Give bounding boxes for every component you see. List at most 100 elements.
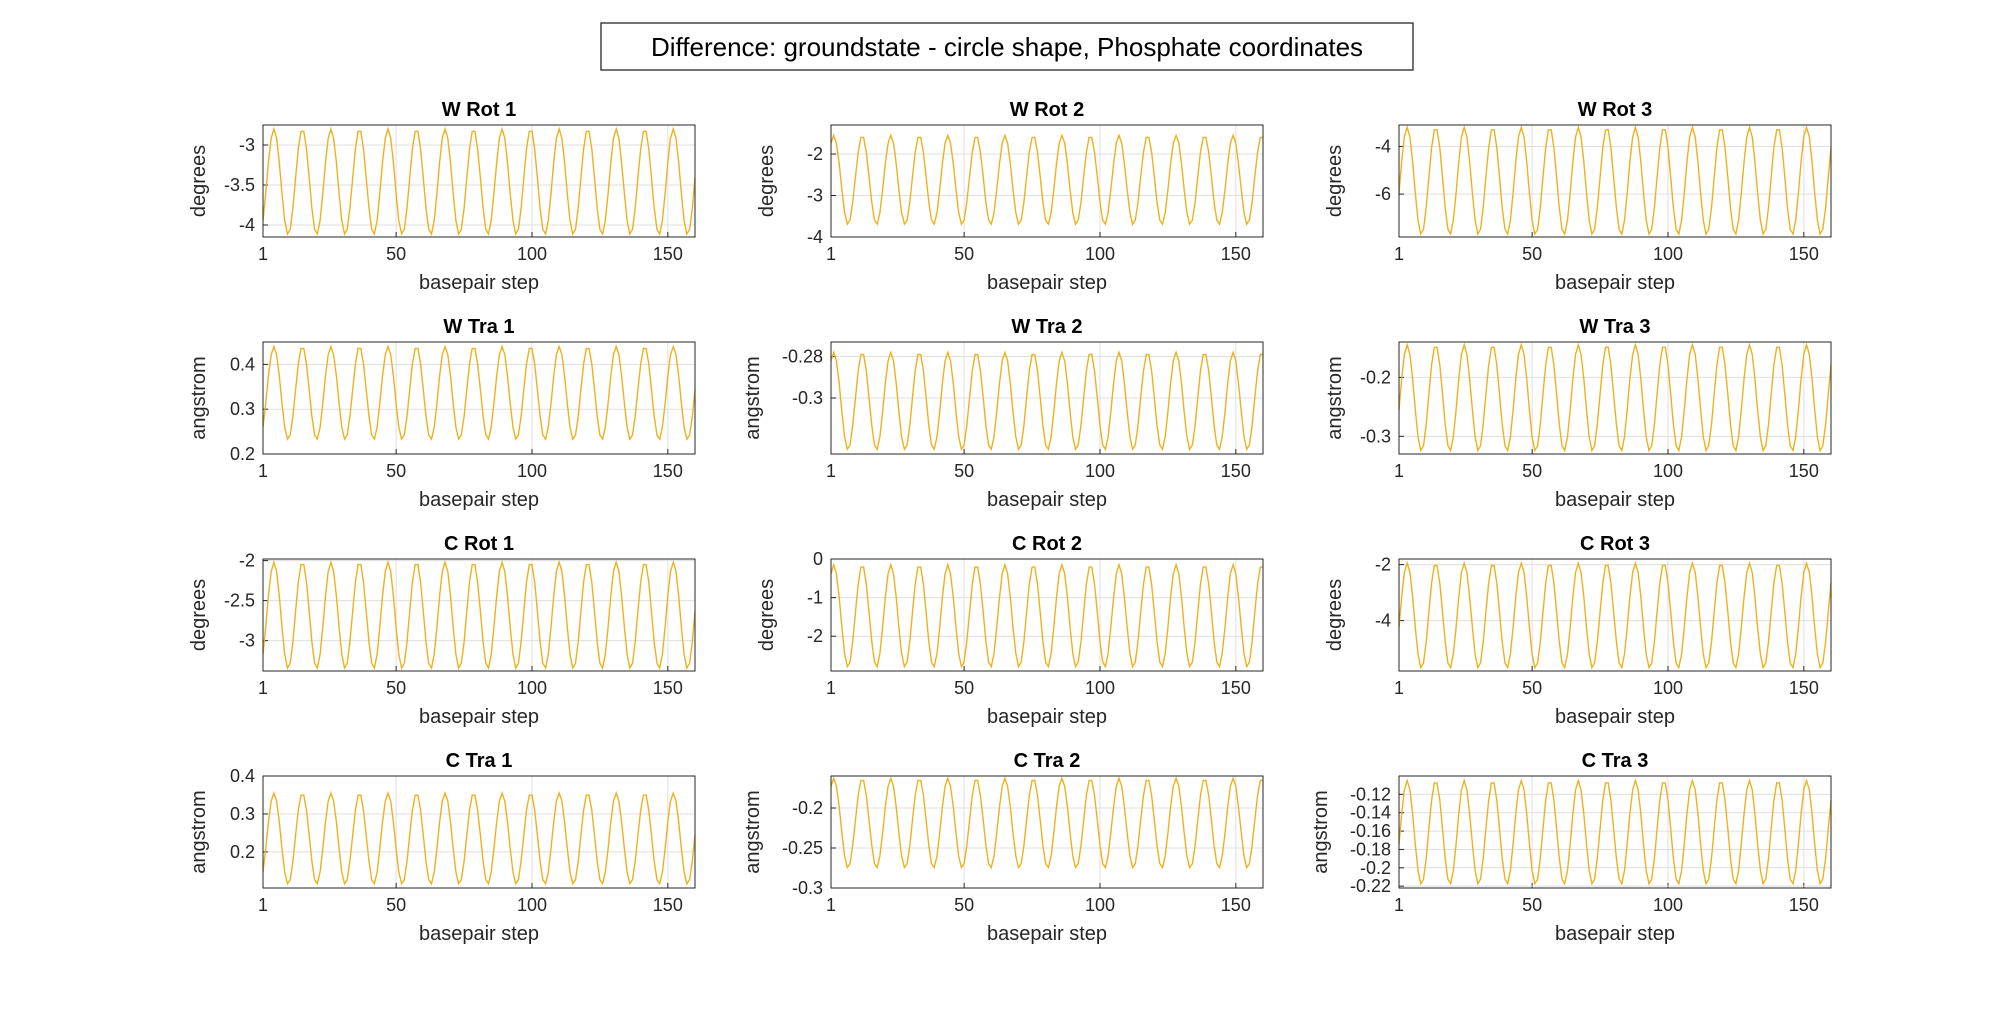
subplot-title: W Tra 2 — [1011, 316, 1082, 338]
y-tick-label: -0.12 — [1350, 784, 1391, 804]
x-tick-label: 150 — [653, 678, 683, 698]
x-tick-label: 100 — [517, 678, 547, 698]
y-axis-label: degrees — [188, 145, 210, 217]
x-tick-label: 150 — [1221, 678, 1251, 698]
y-tick-label: -0.2 — [792, 798, 823, 818]
series-line — [262, 126, 696, 236]
x-tick-label: 50 — [954, 678, 974, 698]
x-tick-label: 50 — [1522, 244, 1542, 264]
x-tick-label: 50 — [1522, 895, 1542, 915]
x-tick-label: 100 — [1085, 461, 1115, 481]
plot-frame — [830, 775, 1264, 889]
y-axis-label: degrees — [188, 579, 210, 651]
y-tick-label: -0.28 — [782, 347, 823, 367]
subplot-title: W Tra 1 — [443, 316, 514, 338]
y-tick-label: 0.3 — [230, 399, 255, 419]
x-tick-label: 50 — [954, 244, 974, 264]
x-tick-label: 50 — [386, 461, 406, 481]
series-line — [830, 776, 1263, 870]
x-tick-label: 1 — [258, 895, 268, 915]
y-tick-label: -2 — [807, 144, 823, 164]
series-line — [830, 350, 1263, 452]
y-tick-label: -0.3 — [1360, 426, 1391, 446]
subplot-title: C Tra 3 — [1582, 750, 1649, 772]
y-axis-label: angstrom — [1324, 356, 1346, 439]
x-tick-label: 1 — [1394, 895, 1404, 915]
x-tick-label: 100 — [517, 895, 547, 915]
series-line — [830, 133, 1263, 226]
y-tick-label: -0.3 — [792, 388, 823, 408]
figure-suptitle: Difference: groundstate - circle shape, … — [651, 32, 1363, 62]
x-tick-label: 150 — [653, 244, 683, 264]
subplot-title: C Rot 1 — [444, 533, 514, 555]
subplot-title: C Tra 1 — [446, 750, 513, 772]
plot-frame — [1398, 124, 1832, 238]
x-tick-label: 1 — [258, 244, 268, 264]
x-tick-label: 100 — [517, 244, 547, 264]
x-tick-label: 150 — [1789, 678, 1819, 698]
x-tick-label: 150 — [1789, 461, 1819, 481]
y-tick-label: 0.4 — [230, 354, 255, 374]
suptitle-group: Difference: groundstate - circle shape, … — [600, 22, 1414, 71]
subplot-title: C Tra 2 — [1014, 750, 1081, 772]
y-tick-label: 0.4 — [230, 766, 255, 786]
x-tick-label: 1 — [826, 461, 836, 481]
x-tick-label: 150 — [653, 461, 683, 481]
plot-area — [830, 124, 1264, 238]
plot-frame — [1398, 341, 1832, 455]
plot-area — [1398, 124, 1832, 238]
y-tick-label: -2 — [239, 551, 255, 571]
y-axis-label: angstrom — [188, 790, 210, 873]
x-axis-label: basepair step — [1555, 272, 1675, 294]
x-tick-label: 150 — [1221, 461, 1251, 481]
plot-frame — [262, 558, 696, 672]
y-axis-label: angstrom — [1310, 790, 1332, 873]
x-tick-label: 1 — [826, 678, 836, 698]
x-tick-label: 1 — [1394, 244, 1404, 264]
x-axis-label: basepair step — [987, 272, 1107, 294]
x-tick-label: 1 — [258, 678, 268, 698]
series-line — [262, 559, 696, 670]
x-tick-label: 50 — [954, 895, 974, 915]
x-tick-label: 1 — [826, 895, 836, 915]
x-tick-label: 100 — [1085, 895, 1115, 915]
y-axis-label: degrees — [756, 145, 778, 217]
suptitle-box — [600, 22, 1414, 71]
x-tick-label: 50 — [386, 895, 406, 915]
x-tick-label: 100 — [1085, 678, 1115, 698]
y-tick-label: -0.22 — [1350, 876, 1391, 896]
plot-frame — [830, 124, 1264, 238]
x-tick-label: 100 — [1653, 678, 1683, 698]
subplot-title: C Rot 3 — [1580, 533, 1650, 555]
x-axis-label: basepair step — [987, 489, 1107, 511]
x-tick-label: 100 — [1085, 244, 1115, 264]
y-axis-label: angstrom — [188, 356, 210, 439]
series-line — [1398, 778, 1832, 886]
series-line — [262, 790, 696, 886]
subplot-title: W Tra 3 — [1579, 316, 1650, 338]
x-tick-label: 100 — [1653, 895, 1683, 915]
y-tick-label: 0.2 — [230, 842, 255, 862]
x-tick-label: 1 — [258, 461, 268, 481]
x-tick-label: 150 — [1789, 895, 1819, 915]
x-tick-label: 50 — [386, 678, 406, 698]
x-tick-label: 150 — [1221, 895, 1251, 915]
y-axis-label: angstrom — [742, 356, 764, 439]
plot-frame — [1398, 775, 1832, 889]
plot-area — [262, 775, 696, 889]
y-axis-label: degrees — [756, 579, 778, 651]
x-tick-label: 50 — [386, 244, 406, 264]
plot-frame — [262, 124, 696, 238]
y-tick-label: -0.25 — [782, 838, 823, 858]
x-tick-label: 100 — [1653, 244, 1683, 264]
